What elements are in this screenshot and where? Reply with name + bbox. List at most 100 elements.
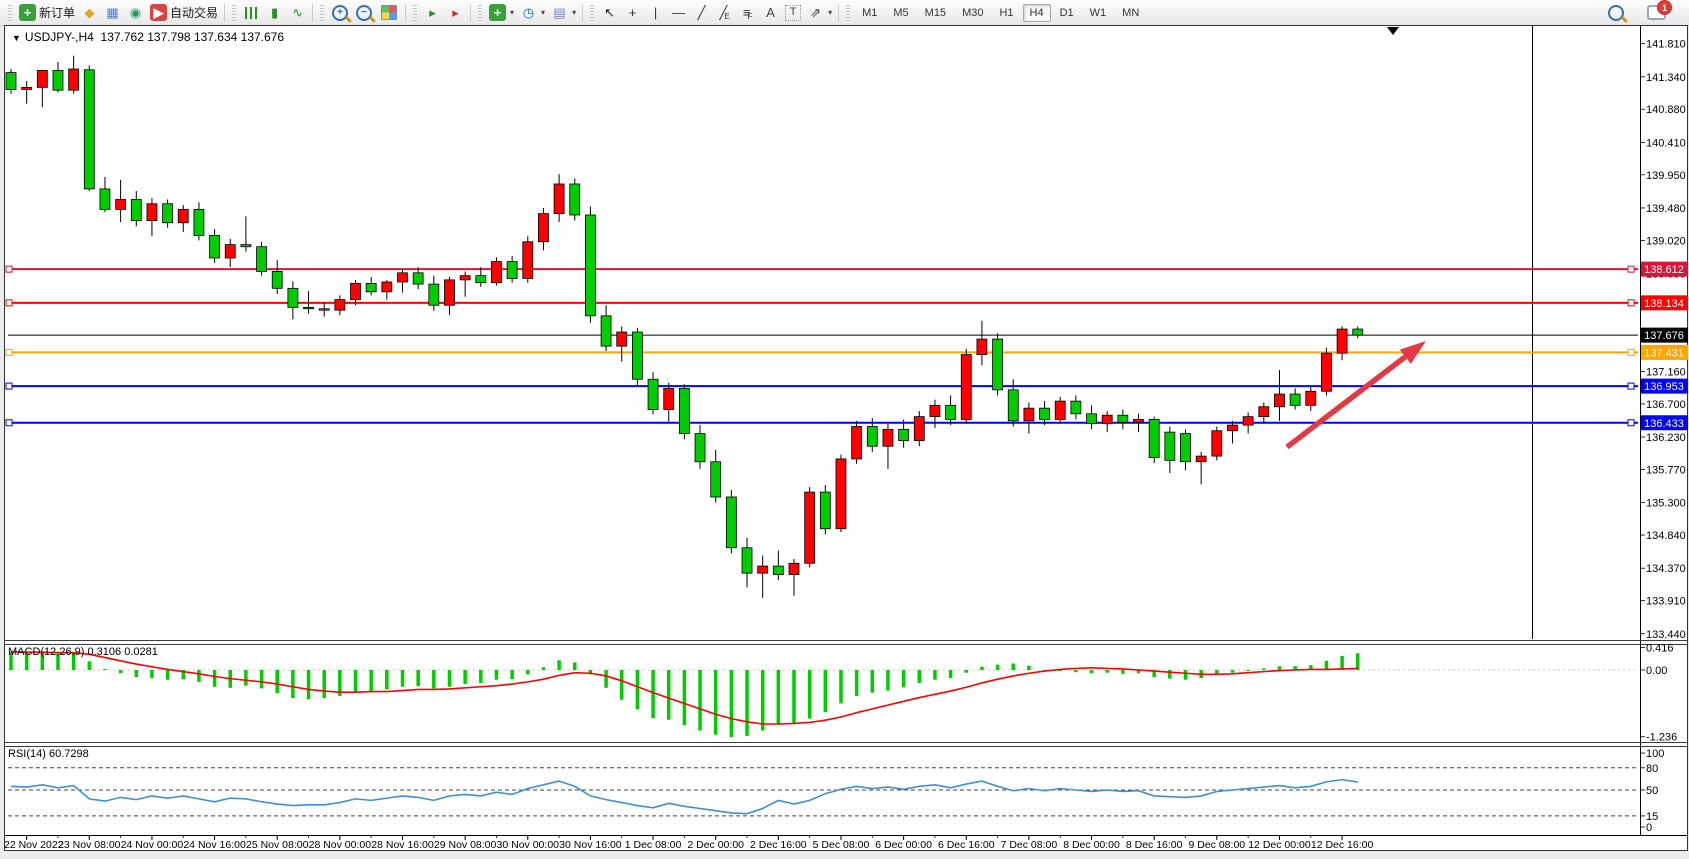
toolbar-separator [224, 3, 226, 22]
svg-text:133.910: 133.910 [1646, 596, 1686, 608]
price-label-137.676: 137.676 [1641, 327, 1688, 343]
fibonacci-button[interactable]: ≡ F [736, 3, 759, 22]
macd-bar [1027, 665, 1031, 670]
line-handle [5, 419, 13, 427]
indicators-button[interactable]: + ▾ [486, 3, 517, 22]
macd-bar [87, 661, 92, 670]
timeframe-button-m1[interactable]: M1 [862, 6, 878, 19]
tile-windows-icon [381, 5, 398, 20]
candle-bull [538, 213, 549, 243]
macd-panel[interactable]: 0.416 0.00 -1.236 [8, 643, 1677, 744]
price-axis[interactable]: 141.810 141.340 140.880 140.410 139.950 139.4… [1640, 39, 1686, 641]
candle-bull [522, 241, 534, 279]
svg-text:8 Dec 00:00: 8 Dec 00:00 [1063, 839, 1120, 851]
svg-text:141.340: 141.340 [1646, 72, 1686, 84]
tile-windows-button[interactable] [376, 2, 402, 23]
horizontal-line-button[interactable]: — [667, 3, 690, 22]
hline-138.612[interactable] [5, 265, 1638, 273]
auto-scroll-button[interactable]: ▸ [421, 3, 444, 22]
candle-bear [287, 287, 299, 308]
candle-bear [694, 433, 706, 463]
new-order-button[interactable]: + 新订单 [16, 3, 78, 22]
chevron-down-icon: ▾ [828, 8, 833, 17]
macd-bar [103, 668, 107, 670]
candle-bear [1117, 414, 1129, 423]
macd-bar [24, 653, 29, 670]
timeframe-button-d1[interactable]: D1 [1059, 6, 1074, 19]
chart-shift-button[interactable]: ▸ [444, 3, 467, 22]
candle-bull [350, 282, 361, 300]
macd-bar [1074, 670, 1078, 673]
macd-bar [729, 670, 734, 737]
svg-text:100: 100 [1646, 748, 1664, 760]
chart-menu-arrow-icon[interactable] [1387, 27, 1399, 35]
timeframe-button-m5[interactable]: M5 [893, 6, 909, 19]
svg-text:7 Dec 08:00: 7 Dec 08:00 [1001, 839, 1058, 851]
autotrading-button[interactable]: ▶ 自动交易 [147, 3, 221, 22]
macd-bar [604, 670, 608, 688]
bar-chart-button[interactable] [240, 4, 263, 22]
trend-arrow[interactable] [1285, 341, 1426, 450]
macd-bar [917, 670, 922, 683]
hline-138.134[interactable] [5, 299, 1638, 307]
search-button[interactable] [1604, 3, 1628, 23]
charts-button[interactable]: ▦ [101, 3, 124, 22]
hline-137.431[interactable] [5, 348, 1638, 356]
candle-bull [397, 272, 408, 283]
periods-button[interactable]: ◷ ▾ [517, 3, 548, 22]
timeframe-button-mn[interactable]: MN [1122, 6, 1140, 19]
zoom-out-button[interactable]: − [352, 3, 376, 23]
svg-text:-1.236: -1.236 [1646, 732, 1677, 744]
line-handle [5, 265, 13, 273]
macd-bar [338, 670, 342, 696]
profiles-button[interactable]: ◆ [78, 3, 101, 22]
candle-bull [224, 244, 236, 259]
candle-bear [569, 183, 581, 216]
svg-text:2 Dec 16:00: 2 Dec 16:00 [750, 839, 807, 851]
crosshair-button[interactable]: + [621, 3, 644, 22]
macd-bar [463, 670, 467, 685]
macd-bar [792, 670, 796, 723]
equidistant-channel-button[interactable]: ╱ E [713, 3, 736, 22]
macd-bar [134, 670, 139, 678]
svg-text:9 Dec 08:00: 9 Dec 08:00 [1189, 839, 1246, 851]
vertical-line-button[interactable]: | [644, 3, 667, 22]
arrows-button[interactable]: ⇗ ▾ [804, 3, 835, 22]
macd-bar [40, 652, 45, 670]
market-watch-button[interactable]: ◉ [124, 3, 147, 22]
candle-bull [1305, 390, 1317, 406]
macd-bar [306, 670, 311, 700]
svg-text:22 Nov 2022: 22 Nov 2022 [4, 839, 64, 851]
candle-bull [835, 458, 847, 530]
auto-scroll-icon: ▸ [429, 5, 436, 20]
line-handle [1627, 382, 1635, 390]
text-label-button[interactable]: T [782, 4, 804, 22]
line-chart-button[interactable]: ∿ [286, 3, 309, 22]
rsi-panel[interactable]: 100 80 50 150 [8, 748, 1664, 834]
macd-bar [933, 670, 937, 680]
candle-bull [381, 281, 393, 293]
timeframe-button-h4[interactable]: H4 [1022, 3, 1051, 22]
trendline-button[interactable]: ╱ [690, 3, 713, 22]
cursor-button[interactable]: ↖ [598, 3, 621, 22]
candle-bear [318, 308, 330, 311]
timeframe-button-m30[interactable]: M30 [962, 6, 984, 19]
zoom-in-button[interactable]: + [328, 3, 352, 23]
timeframe-button-h1[interactable]: H1 [999, 6, 1014, 19]
candlestick-icon: ▮ [270, 5, 279, 20]
timeframe-button-w1[interactable]: W1 [1089, 6, 1107, 19]
macd-bar [573, 662, 577, 670]
timeframe-button-m15[interactable]: M15 [924, 6, 947, 19]
candle-bull [1054, 400, 1066, 420]
svg-text:138.612: 138.612 [1644, 264, 1684, 276]
text-button[interactable]: A [759, 3, 782, 22]
notifications-button[interactable]: 1 [1644, 0, 1672, 21]
candle-bull [1101, 414, 1113, 425]
candlestick-button[interactable]: ▮ [263, 3, 286, 22]
svg-text:15: 15 [1646, 811, 1658, 823]
templates-button[interactable]: ▤ ▾ [548, 3, 579, 22]
hline-136.433[interactable] [5, 419, 1638, 427]
svg-text:0.00: 0.00 [1646, 665, 1667, 677]
